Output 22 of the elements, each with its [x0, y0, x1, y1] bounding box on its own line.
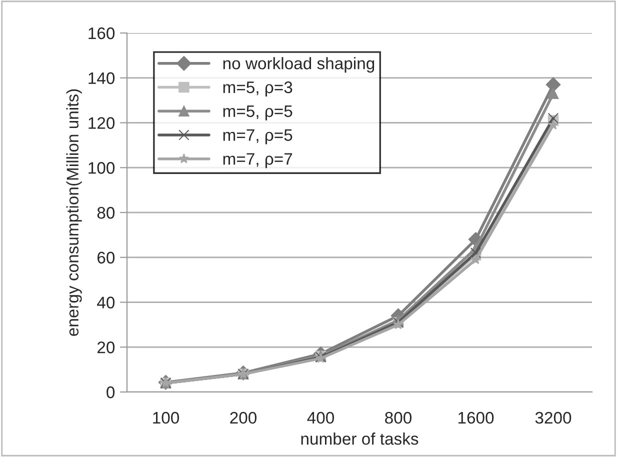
- legend-label: no workload shaping: [223, 57, 374, 73]
- y-tick-label: 0: [106, 386, 115, 398]
- y-tick-label: 80: [97, 206, 115, 219]
- legend-label: m=7, ρ=7: [223, 153, 292, 168]
- x-tick-label: 3200: [535, 412, 572, 424]
- x-axis-title: number of tasks: [301, 432, 418, 445]
- y-tick-label: 120: [88, 117, 115, 129]
- legend-label: m=7, ρ=5: [223, 129, 292, 144]
- x-tick-label: 400: [307, 412, 334, 424]
- legend-label: m=5, ρ=5: [223, 105, 292, 120]
- legend-label: m=5, ρ=3: [223, 81, 292, 97]
- x-tick-label: 1600: [458, 412, 494, 424]
- x-tick-label: 100: [153, 412, 180, 424]
- y-tick-label: 100: [88, 162, 115, 174]
- y-tick-label: 60: [98, 252, 115, 264]
- y-axis-title: energy consumption(Million units): [66, 89, 82, 336]
- y-tick-label: 140: [88, 72, 115, 84]
- y-tick-label: 160: [88, 27, 115, 40]
- y-tick-label: 40: [97, 296, 115, 308]
- y-tick-label: 20: [97, 342, 115, 354]
- x-tick-label: 200: [230, 412, 257, 424]
- x-tick-label: 800: [385, 412, 412, 424]
